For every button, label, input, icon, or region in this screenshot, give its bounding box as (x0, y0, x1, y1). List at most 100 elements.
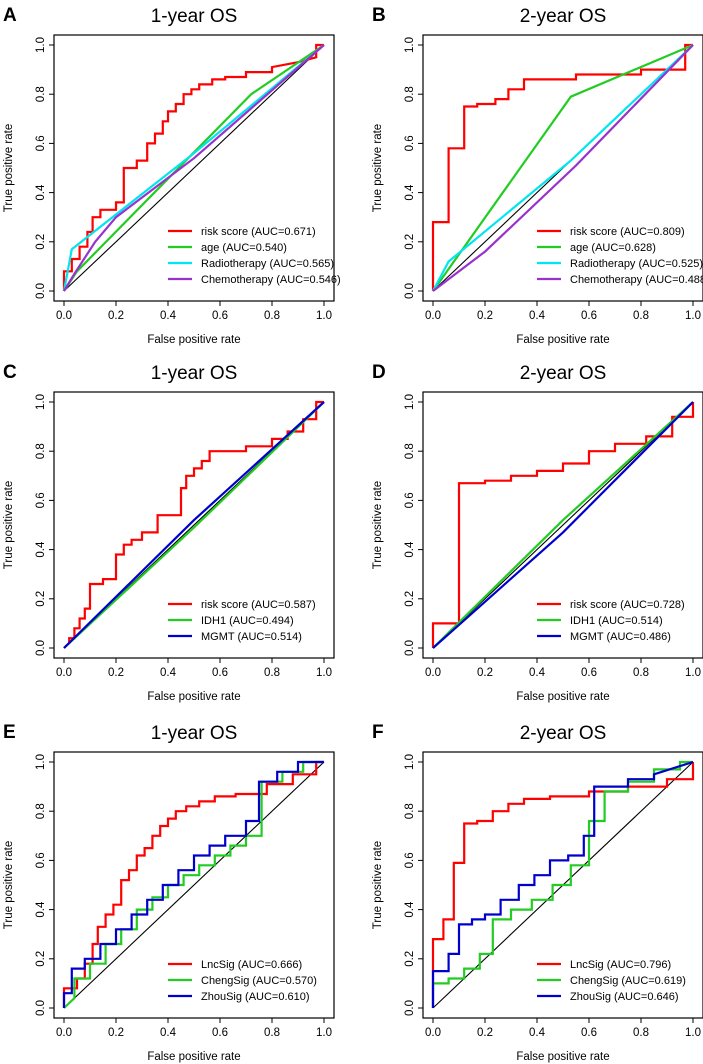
x-tick-label: 1.0 (316, 667, 332, 679)
y-tick-label: 0.6 (35, 852, 47, 868)
legend-entry: Chemotherapy (AUC=0.546) (201, 274, 341, 286)
panel-letter: C (3, 362, 17, 383)
roc-curve-risk-score (431, 43, 693, 291)
legend-entry: LncSig (AUC=0.666) (201, 959, 302, 971)
y-axis-label: True positive rate (372, 124, 384, 212)
diagonal-reference-line (432, 401, 694, 649)
y-tick-label: 0.2 (35, 234, 47, 250)
y-tick-label: 0.2 (35, 591, 47, 607)
legend-entry: risk score (AUC=0.728) (570, 599, 685, 611)
x-tick-label: 0.8 (264, 1027, 280, 1039)
legend-entry: LncSig (AUC=0.796) (570, 959, 671, 971)
x-tick-label: 0.6 (212, 1027, 228, 1039)
panel-letter: D (372, 362, 386, 383)
roc-curve-age (432, 43, 694, 292)
roc-panel-e: E 1-year OS 0.0 0.2 0.4 0.6 0.8 1.0 0.0 0.2 0.4 0.6… (3, 722, 335, 1063)
x-tick-label: 0.8 (633, 1027, 649, 1039)
x-tick-label: 1.0 (685, 1027, 701, 1039)
x-tick-label: 1.0 (685, 667, 701, 679)
y-tick-label: 0.6 (35, 135, 47, 151)
panel-letter: B (372, 5, 386, 26)
y-tick-label: 0.4 (404, 184, 416, 201)
legend-entry: risk score (AUC=0.587) (201, 599, 316, 611)
x-tick-label: 0.6 (581, 310, 597, 322)
x-tick-label: 0.0 (56, 1027, 72, 1039)
roc-curve-radiotherapy (432, 44, 694, 292)
x-tick-label: 0.6 (212, 310, 228, 322)
y-tick-label: 0.4 (35, 184, 47, 201)
x-tick-label: 0.0 (56, 667, 72, 679)
x-tick-label: 0.6 (212, 667, 228, 679)
x-tick-label: 0.4 (160, 667, 177, 679)
legend-entry: risk score (AUC=0.809) (570, 226, 685, 238)
roc-curve-risk-score (63, 400, 324, 649)
plot-frame (53, 34, 335, 302)
roc-curve-lncsig (62, 760, 324, 1008)
legend-entry: IDH1 (AUC=0.514) (570, 615, 663, 627)
y-tick-label: 0.8 (35, 803, 47, 819)
y-tick-label: 0.8 (404, 443, 416, 459)
x-tick-label: 0.2 (108, 310, 124, 322)
roc-panel-f: F 2-year OS 0.0 0.2 0.4 0.6 0.8 1.0 0.0 0.2 0.4 0.6… (372, 722, 703, 1063)
diagonal-reference-line (63, 44, 325, 292)
panel-title: 1-year OS (151, 723, 238, 744)
legend-entry: age (AUC=0.628) (570, 242, 656, 254)
y-tick-label: 1.0 (35, 754, 47, 770)
roc-curve-chengsig (63, 760, 324, 1009)
plot-frame (422, 34, 703, 302)
y-tick-label: 1.0 (35, 37, 47, 53)
roc-panel-a: A 1-year OS 0.0 0.2 0.4 0.6 0.8 1.0 0.0 0.2 0.4 0.6… (3, 5, 341, 346)
legend-entry: ZhouSig (AUC=0.610) (201, 991, 310, 1003)
x-axis-label: False positive rate (516, 334, 609, 346)
roc-panel-c: C 1-year OS 0.0 0.2 0.4 0.6 0.8 1.0 0.0 0.2 0.4 0.6… (3, 362, 335, 703)
x-tick-label: 0.0 (425, 1027, 441, 1039)
panel-letter: F (372, 722, 384, 743)
x-tick-label: 0.4 (160, 310, 177, 322)
plot-frame (422, 391, 703, 659)
x-tick-label: 0.2 (477, 310, 493, 322)
x-tick-label: 1.0 (685, 310, 701, 322)
x-tick-label: 0.8 (264, 667, 280, 679)
legend-entry: MGMT (AUC=0.514) (201, 631, 302, 643)
x-tick-label: 0.0 (425, 667, 441, 679)
y-tick-label: 0.4 (404, 541, 416, 558)
y-axis-label: True positive rate (3, 124, 15, 212)
panel-title: 2-year OS (520, 723, 607, 744)
x-tick-label: 0.4 (160, 1027, 177, 1039)
x-tick-label: 0.2 (477, 1027, 493, 1039)
y-tick-label: 0.0 (35, 1000, 47, 1016)
x-tick-label: 0.0 (56, 310, 72, 322)
roc-curve-chengsig (431, 760, 693, 1008)
y-tick-label: 0.8 (35, 443, 47, 459)
x-tick-label: 0.4 (529, 667, 546, 679)
panel-title: 1-year OS (151, 363, 238, 384)
legend-entry: Chemotherapy (AUC=0.488) (570, 274, 703, 286)
roc-panel-b: B 2-year OS 0.0 0.2 0.4 0.6 0.8 1.0 0.0 0.2 0.4 0.6… (372, 5, 703, 346)
y-tick-label: 0.0 (35, 283, 47, 299)
y-tick-label: 0.4 (404, 901, 416, 918)
roc-curve-zhousig (431, 760, 694, 1008)
y-tick-label: 0.6 (404, 492, 416, 508)
y-tick-label: 0.8 (35, 86, 47, 102)
panel-title: 1-year OS (151, 6, 238, 27)
x-tick-label: 0.2 (108, 1027, 124, 1039)
roc-curve-chemotherapy (432, 44, 694, 292)
y-tick-label: 0.8 (404, 803, 416, 819)
legend-entry: ChengSig (AUC=0.619) (570, 975, 686, 987)
x-axis-label: False positive rate (516, 691, 609, 703)
roc-curve-mgmt (432, 401, 694, 649)
y-tick-label: 1.0 (404, 394, 416, 410)
x-axis-label: False positive rate (147, 691, 240, 703)
y-tick-label: 0.6 (404, 852, 416, 868)
x-tick-label: 0.6 (581, 1027, 597, 1039)
y-axis-label: True positive rate (372, 841, 384, 929)
y-tick-label: 0.6 (404, 135, 416, 151)
x-tick-label: 0.8 (633, 310, 649, 322)
y-tick-label: 0.2 (404, 951, 416, 967)
x-axis-label: False positive rate (516, 1051, 609, 1063)
legend-entry: ZhouSig (AUC=0.646) (570, 991, 679, 1003)
plot-frame (53, 391, 335, 659)
roc-curve-zhousig (62, 760, 324, 1008)
plot-frame (422, 751, 703, 1019)
